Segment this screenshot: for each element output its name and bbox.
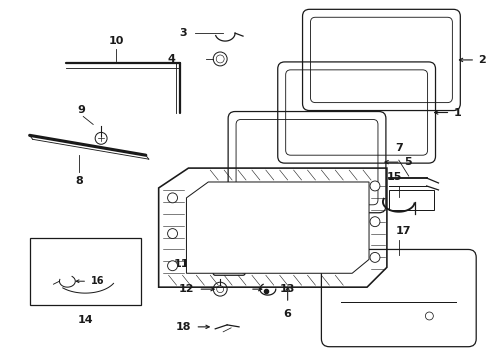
Text: 7: 7 (394, 143, 402, 153)
Circle shape (167, 229, 177, 239)
Text: 1: 1 (452, 108, 460, 117)
Text: 5: 5 (403, 157, 410, 167)
Text: 2: 2 (477, 55, 485, 65)
Text: 10: 10 (108, 36, 123, 46)
Circle shape (369, 217, 379, 227)
Text: 12: 12 (179, 284, 194, 294)
Circle shape (167, 261, 177, 271)
Text: 6: 6 (283, 309, 291, 319)
Text: 16: 16 (91, 276, 104, 286)
Text: 3: 3 (179, 28, 186, 38)
Text: 11: 11 (174, 259, 189, 269)
Text: 4: 4 (167, 54, 175, 64)
Text: 14: 14 (77, 315, 93, 325)
Circle shape (369, 252, 379, 262)
Bar (30, 238, 141, 305)
Bar (388, 190, 433, 210)
Text: 18: 18 (176, 322, 191, 332)
Text: 13: 13 (279, 284, 294, 294)
Text: 15: 15 (386, 172, 402, 182)
Circle shape (167, 193, 177, 203)
Circle shape (369, 181, 379, 191)
Text: 8: 8 (75, 176, 83, 186)
Polygon shape (186, 182, 368, 273)
Text: 17: 17 (395, 226, 411, 235)
Text: 9: 9 (77, 104, 85, 114)
